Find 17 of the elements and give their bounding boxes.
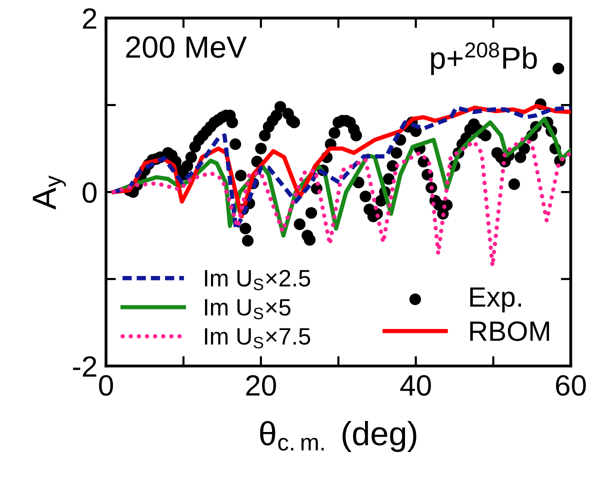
x-tick-label: 20 xyxy=(246,375,276,396)
line-series xyxy=(112,136,571,268)
x-tick-label: 60 xyxy=(556,375,586,396)
legend-label: Exp. xyxy=(470,287,522,312)
y-tick-label: 0 xyxy=(82,182,97,203)
y-axis-title: A$_{y}$ xyxy=(32,176,66,210)
legend-label: Im U$_{S}$×2.5 xyxy=(205,270,310,290)
annotation: p+$^{208}$Pb xyxy=(431,42,537,75)
y-tick-label: -2 xyxy=(73,356,96,377)
legend-label: Im U$_{S}$×5 xyxy=(205,299,290,320)
legend-label: Im U$_{S}$×7.5 xyxy=(205,328,310,348)
y-tick-label: 2 xyxy=(82,8,96,29)
x-tick-label: 40 xyxy=(400,375,431,396)
annotation: 200 MeV xyxy=(126,36,247,58)
x-tick-label: 0 xyxy=(99,375,113,396)
legend-label: RBOM xyxy=(470,321,550,342)
x-axis-title: θ$_{c.m.}$ (deg) xyxy=(260,420,416,452)
